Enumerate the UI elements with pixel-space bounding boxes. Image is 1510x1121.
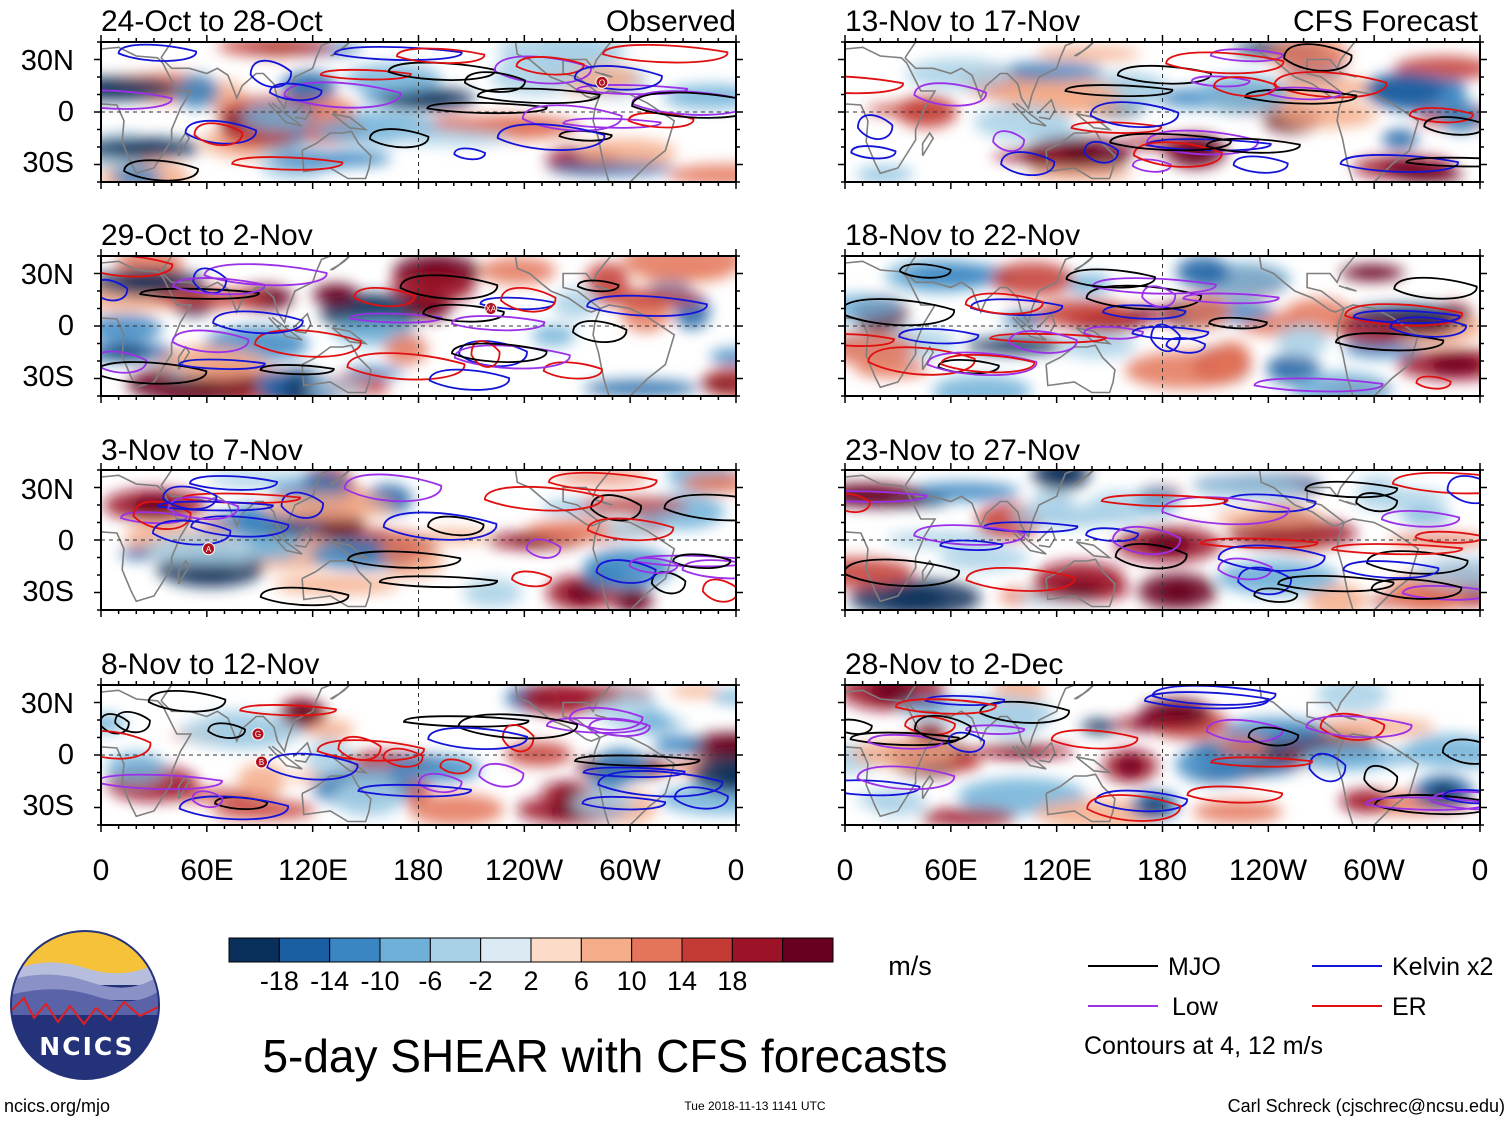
lon-label: 120W: [485, 854, 564, 887]
map-panel: [838, 678, 1487, 832]
map-panel: GB: [94, 678, 743, 832]
colorbar-swatch: [329, 937, 381, 963]
storm-label: G: [255, 730, 261, 739]
lon-label: 60W: [599, 854, 661, 887]
panel-title: 23-Nov to 27-Nov: [845, 434, 1080, 467]
storm-label: XA: [485, 305, 496, 314]
colorbar: -18 -14 -10 -6 -2 2 6 10 14 18: [228, 937, 834, 996]
lon-label: 0: [728, 854, 745, 887]
lon-label: 120E: [278, 854, 348, 887]
colorbar-swatch: [631, 937, 683, 963]
storm-label: A: [206, 545, 212, 554]
legend-label-er: ER: [1392, 993, 1427, 1021]
lon-label: 60E: [924, 854, 977, 887]
panel-title: 29-Oct to 2-Nov: [101, 219, 313, 252]
lon-label: 0: [1472, 854, 1489, 887]
contours-note: Contours at 4, 12 m/s: [1084, 1032, 1323, 1060]
website-link[interactable]: ncics.org/mjo: [4, 1096, 110, 1116]
legend-label-low: Low: [1172, 993, 1219, 1021]
lon-label: 0: [837, 854, 854, 887]
colorbar-swatch: [480, 937, 532, 963]
map-panel: [838, 249, 1487, 403]
lat-label: 30N: [21, 45, 74, 77]
panel-title: 8-Nov to 12-Nov: [101, 648, 319, 681]
colorbar-tick-label: -18: [260, 966, 299, 996]
panel-title: 18-Nov to 22-Nov: [845, 219, 1080, 252]
lon-label: 120E: [1022, 854, 1092, 887]
colorbar-swatch: [278, 937, 331, 963]
colorbar-tick-label: 2: [523, 966, 538, 996]
colorbar-tick-label: 6: [574, 966, 589, 996]
lon-label: 0: [93, 854, 110, 887]
legend-label-mjo: MJO: [1168, 953, 1221, 981]
lat-label: 30S: [22, 361, 74, 393]
map-panel: A: [94, 463, 743, 617]
colorbar-tick-label: 14: [667, 966, 697, 996]
colorbar-swatch: [681, 937, 733, 963]
colorbar-tick-label: 10: [617, 966, 647, 996]
ncics-logo: NCICS: [10, 930, 160, 1080]
map-panel: O: [94, 35, 743, 189]
lat-label: 30S: [22, 790, 74, 822]
author-credit: Carl Schreck (cjschrec@ncsu.edu): [1228, 1096, 1505, 1116]
lat-label: 30S: [22, 147, 74, 179]
colorbar-swatch: [782, 937, 834, 963]
lat-label: 30N: [21, 259, 74, 291]
panel-title: 28-Nov to 2-Dec: [845, 648, 1063, 681]
legend-label-kelvin: Kelvin x2: [1392, 953, 1493, 981]
storm-label: B: [259, 758, 264, 767]
panel-title: 3-Nov to 7-Nov: [101, 434, 303, 467]
lon-label: 180: [1137, 854, 1187, 887]
lon-label: 120W: [1229, 854, 1308, 887]
lon-label: 60E: [180, 854, 233, 887]
lat-label: 30S: [22, 576, 74, 608]
lat-label: 0: [58, 525, 74, 557]
map-panel: [838, 463, 1487, 617]
lat-label: 30N: [21, 474, 74, 506]
colorbar-swatch: [580, 937, 633, 963]
colorbar-swatch: [731, 937, 784, 963]
lon-label: 60W: [1343, 854, 1405, 887]
forecast-label: CFS Forecast: [1293, 5, 1479, 38]
timestamp: Tue 2018-11-13 1141 UTC: [684, 1099, 826, 1113]
panel-title: 13-Nov to 17-Nov: [845, 5, 1080, 38]
map-panel: [838, 35, 1487, 189]
colorbar-tick-label: -10: [360, 966, 399, 996]
colorbar-swatch: [379, 937, 431, 963]
colorbar-tick-label: -14: [310, 966, 349, 996]
lon-label: 180: [393, 854, 443, 887]
logo-text: NCICS: [39, 1032, 134, 1061]
observed-label: Observed: [606, 5, 736, 38]
colorbar-swatch: [530, 937, 582, 963]
colorbar-tick-label: -2: [469, 966, 493, 996]
colorbar-swatch: [228, 937, 280, 963]
colorbar-tick-label: -6: [418, 966, 442, 996]
legend: MJO Kelvin x2 Low ER Contours at 4, 12 m…: [1084, 953, 1493, 1060]
storm-label: O: [599, 78, 605, 87]
colorbar-tick-label: 18: [717, 966, 747, 996]
colorbar-swatch: [429, 937, 482, 963]
lat-label: 0: [58, 96, 74, 128]
map-panel: XA: [94, 249, 743, 403]
colorbar-units: m/s: [888, 951, 932, 981]
main-title: 5-day SHEAR with CFS forecasts: [262, 1030, 947, 1082]
lat-label: 0: [58, 739, 74, 771]
lat-label: 0: [58, 310, 74, 342]
lat-label: 30N: [21, 688, 74, 720]
panel-title: 24-Oct to 28-Oct: [101, 5, 323, 38]
